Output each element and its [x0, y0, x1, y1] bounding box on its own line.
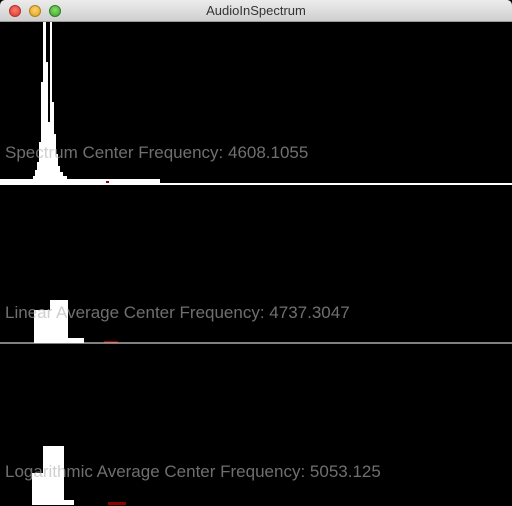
sketch-canvas: Spectrum Center Frequency: 4608.1055 Lin… [0, 22, 512, 506]
spectrum-center-marker [106, 181, 109, 184]
linear-center-label: Linear Average Center Frequency: 4737.30… [5, 303, 350, 322]
linear-center-marker [104, 341, 118, 343]
log-center-marker [108, 502, 126, 505]
window-title: AudioInSpectrum [206, 3, 306, 18]
zoom-button[interactable] [49, 5, 61, 17]
spectrum-bars [0, 22, 160, 184]
log-average-bars [32, 446, 74, 505]
spectrum-center-label: Spectrum Center Frequency: 4608.1055 [5, 143, 309, 162]
close-button[interactable] [9, 5, 21, 17]
title-bar[interactable]: AudioInSpectrum [0, 0, 512, 22]
linear-average-bars [34, 300, 84, 343]
minimize-button[interactable] [29, 5, 41, 17]
log-average-plot [32, 446, 126, 505]
log-center-label: Logarithmic Average Center Frequency: 50… [5, 462, 381, 481]
spectrum-plot [0, 22, 512, 185]
linear-average-plot [0, 300, 512, 344]
